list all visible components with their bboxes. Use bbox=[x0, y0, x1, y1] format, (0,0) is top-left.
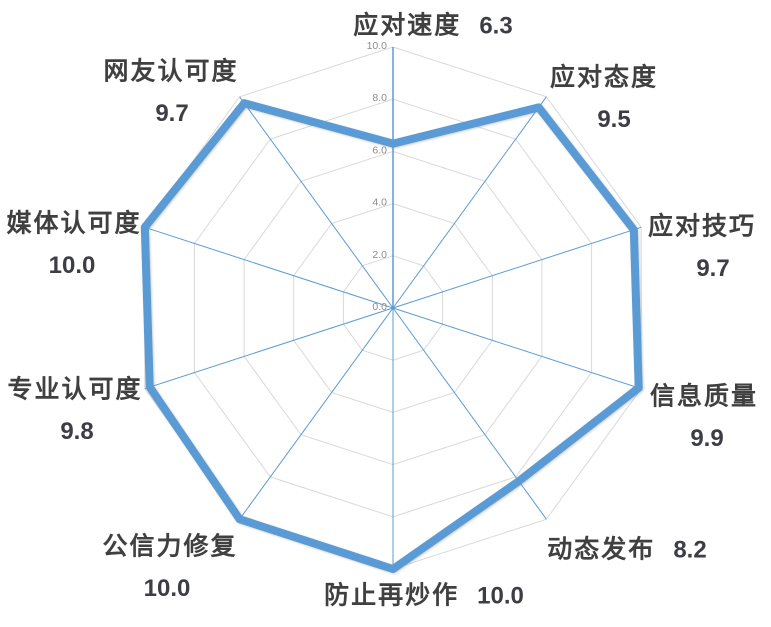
category-label: 应对速度 6.3 bbox=[353, 14, 512, 39]
category-value: 9.7 bbox=[696, 255, 730, 282]
category-value: 6.3 bbox=[479, 12, 513, 40]
category-value: 9.5 bbox=[597, 106, 631, 133]
category-name: 专业认可度 bbox=[7, 376, 143, 404]
category-value: 10.0 bbox=[143, 575, 191, 602]
axis-spoke bbox=[144, 226, 394, 309]
category-name: 防止再炒作 bbox=[324, 582, 460, 610]
axis-spoke bbox=[239, 307, 394, 520]
category-value: 10.0 bbox=[48, 252, 96, 279]
axis-spoke bbox=[392, 226, 642, 309]
tick-label: 2.0 bbox=[372, 249, 387, 261]
category-value: 9.7 bbox=[155, 100, 189, 127]
category-value: 9.8 bbox=[60, 418, 94, 445]
axis-spoke bbox=[392, 307, 642, 390]
axis-spoke bbox=[392, 307, 547, 520]
category-label: 防止再炒作 10.0 bbox=[324, 584, 524, 609]
category-value: 9.9 bbox=[690, 425, 724, 452]
tick-label: 4.0 bbox=[372, 197, 387, 209]
category-name: 网友认可度 bbox=[103, 58, 239, 86]
category-name: 应对速度 bbox=[353, 12, 462, 40]
tick-label: 8.0 bbox=[372, 92, 387, 104]
category-label: 动态发布 8.2 bbox=[547, 538, 706, 563]
category-value: 10.0 bbox=[477, 582, 524, 610]
tick-label: 10.0 bbox=[367, 40, 388, 52]
axis-spoke bbox=[392, 96, 547, 309]
tick-label: 0.0 bbox=[372, 301, 387, 313]
axis-spoke bbox=[239, 96, 394, 309]
category-name: 应对态度 bbox=[549, 64, 659, 92]
category-name: 信息质量 bbox=[649, 383, 759, 411]
category-name: 媒体认可度 bbox=[6, 210, 142, 238]
category-name: 动态发布 bbox=[547, 536, 656, 564]
radar-series-polygon bbox=[140, 99, 643, 573]
category-name: 公信力修复 bbox=[102, 533, 238, 561]
category-name: 应对技巧 bbox=[647, 213, 757, 241]
tick-label: 6.0 bbox=[372, 144, 387, 156]
category-value: 8.2 bbox=[673, 536, 707, 564]
axis-spoke bbox=[144, 307, 394, 390]
